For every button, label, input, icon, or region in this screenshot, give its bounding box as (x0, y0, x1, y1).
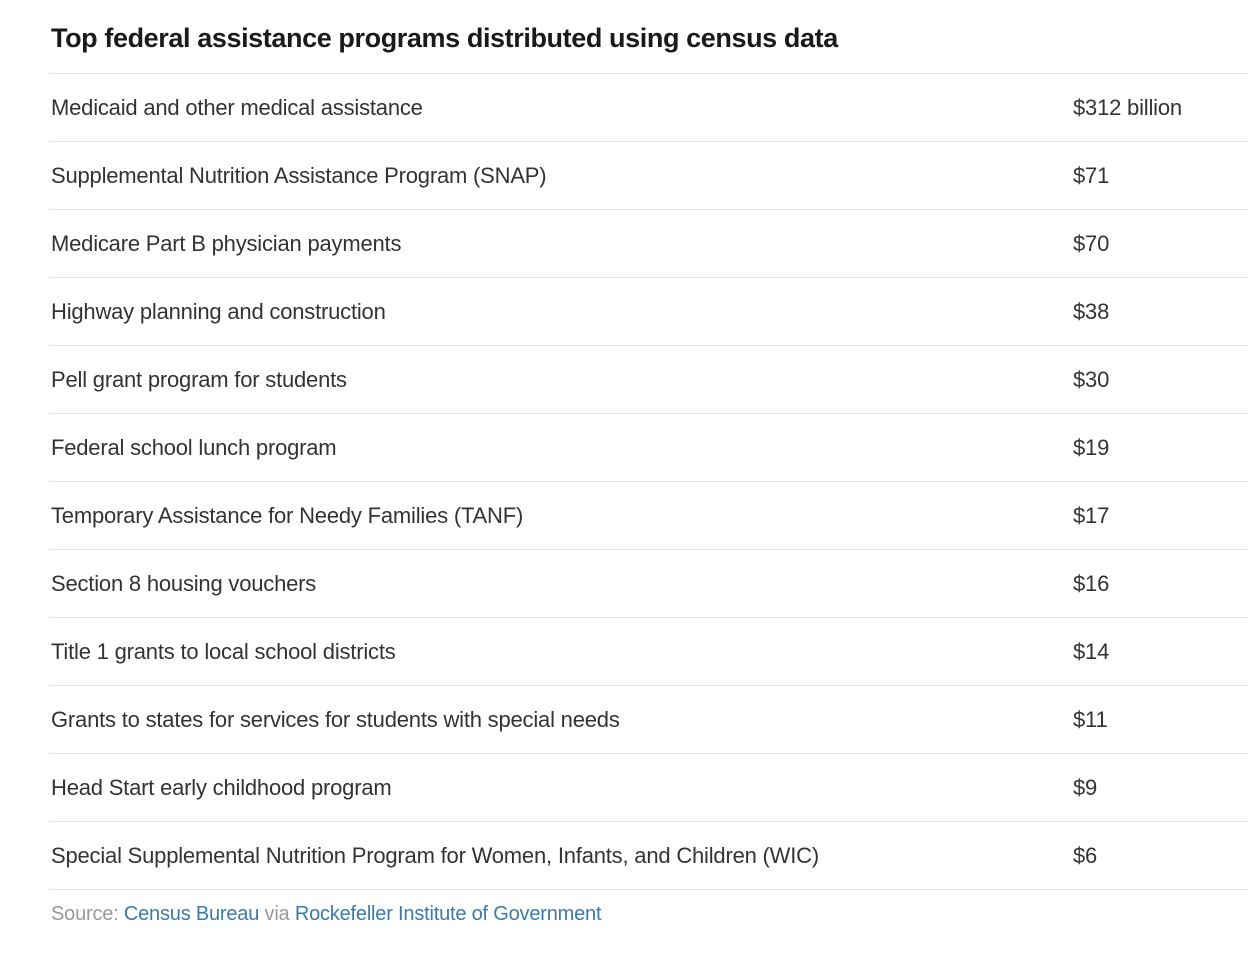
table-body: Medicaid and other medical assistance $3… (49, 74, 1249, 890)
census-bureau-link[interactable]: Census Bureau (123, 903, 260, 925)
table-row: Head Start early childhood program $9 (49, 754, 1249, 822)
program-label: Medicaid and other medical assistance (51, 94, 423, 120)
source-via: via (259, 903, 295, 925)
program-label: Pell grant program for students (51, 366, 347, 392)
page-title: Top federal assistance programs distribu… (49, 0, 1249, 74)
program-label: Head Start early childhood program (51, 774, 392, 800)
amount-value: $30 (1073, 366, 1110, 392)
table-row: Highway planning and construction $38 (49, 278, 1249, 346)
program-label: Highway planning and construction (51, 298, 386, 324)
table-row: Grants to states for services for studen… (49, 686, 1249, 754)
table-row: Supplemental Nutrition Assistance Progra… (49, 142, 1249, 210)
amount-value: $16 (1073, 570, 1110, 596)
table-row: Title 1 grants to local school districts… (49, 618, 1249, 686)
amount-value: $312 billion (1073, 94, 1182, 120)
program-label: Section 8 housing vouchers (51, 570, 317, 596)
table-row: Medicaid and other medical assistance $3… (49, 74, 1249, 142)
amount-value: $19 (1073, 434, 1110, 460)
program-label: Title 1 grants to local school districts (51, 638, 396, 664)
program-label: Grants to states for services for studen… (51, 706, 620, 732)
rockefeller-institute-link[interactable]: Rockefeller Institute of Government (294, 903, 602, 925)
amount-value: $17 (1073, 502, 1110, 528)
table-row: Pell grant program for students $30 (49, 346, 1249, 414)
amount-value: $6 (1073, 842, 1098, 868)
program-label: Supplemental Nutrition Assistance Progra… (51, 162, 547, 188)
amount-value: $11 (1073, 706, 1108, 732)
table-row: Temporary Assistance for Needy Families … (49, 482, 1249, 550)
amount-value: $70 (1073, 230, 1110, 256)
table-row: Section 8 housing vouchers $16 (49, 550, 1249, 618)
table-row: Federal school lunch program $19 (49, 414, 1249, 482)
source-line: Source: Census Bureau via Rockefeller In… (49, 890, 1249, 926)
amount-value: $38 (1073, 298, 1110, 324)
program-label: Special Supplemental Nutrition Program f… (51, 842, 819, 868)
table-row: Medicare Part B physician payments $70 (49, 210, 1249, 278)
assistance-programs-table: Top federal assistance programs distribu… (49, 0, 1249, 926)
program-label: Federal school lunch program (51, 434, 337, 460)
source-prefix: Source: (51, 903, 124, 925)
program-label: Temporary Assistance for Needy Families … (51, 502, 524, 528)
program-label: Medicare Part B physician payments (51, 230, 402, 256)
amount-value: $9 (1073, 774, 1098, 800)
table-row: Special Supplemental Nutrition Program f… (49, 822, 1249, 890)
amount-value: $71 (1073, 162, 1110, 188)
amount-value: $14 (1073, 638, 1110, 664)
